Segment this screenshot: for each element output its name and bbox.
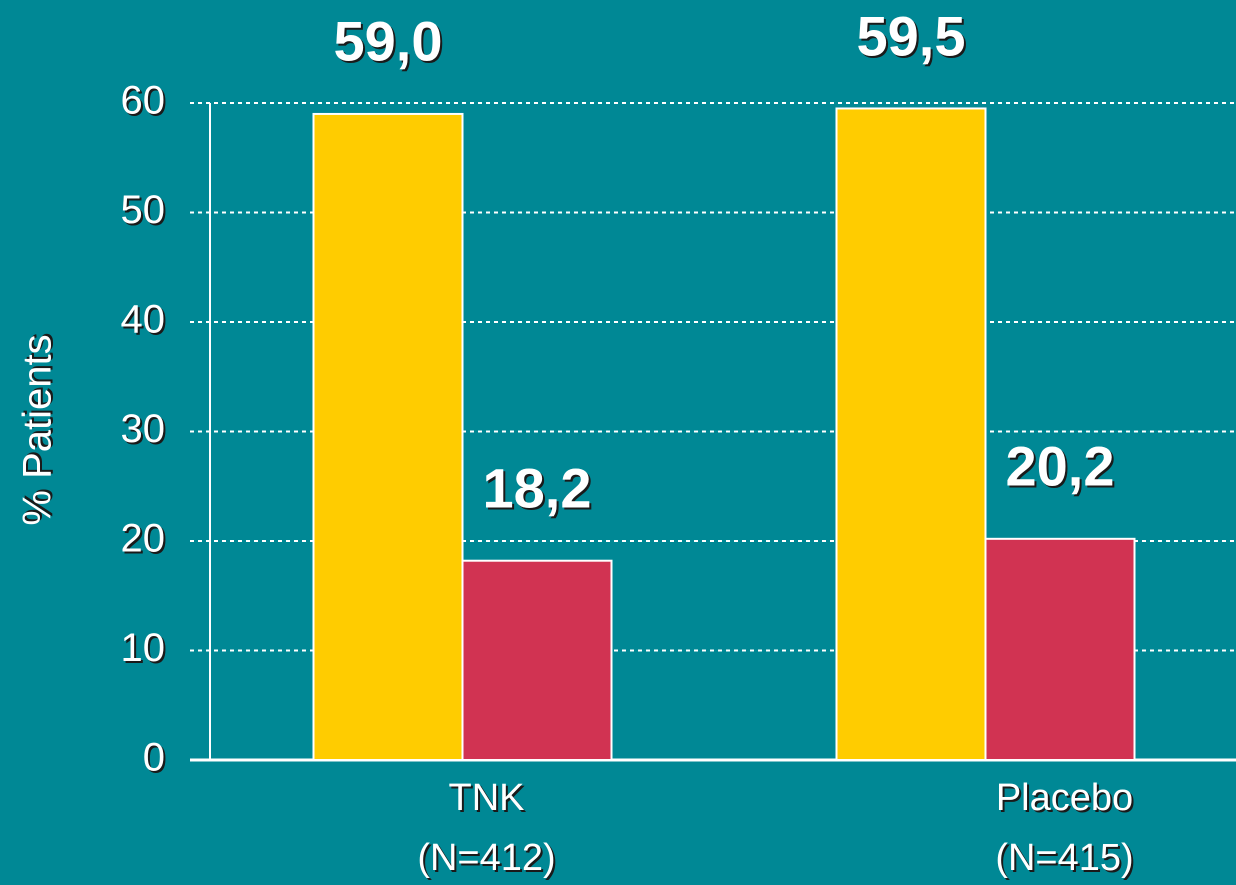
y-tick-label: 30 xyxy=(121,407,166,451)
data-label: 18,2 xyxy=(483,457,592,520)
y-tick-label: 50 xyxy=(121,188,166,232)
x-tick-label: (N=415) xyxy=(995,837,1133,879)
x-tick-label: Placebo xyxy=(996,777,1133,819)
y-tick-label: 20 xyxy=(121,517,166,561)
y-tick-label: 10 xyxy=(121,626,166,670)
data-label: 59,0 xyxy=(334,10,443,73)
y-tick-label: 0 xyxy=(143,736,165,780)
y-tick-label: 40 xyxy=(121,298,166,342)
data-label: 20,2 xyxy=(1006,435,1115,498)
bar xyxy=(835,107,987,762)
x-tick-label: TNK xyxy=(449,777,525,819)
y-axis-title: % Patients xyxy=(16,334,60,525)
x-tick-label: (N=412) xyxy=(417,837,555,879)
y-tick-label: 60 xyxy=(121,79,166,123)
data-label: 59,5 xyxy=(857,4,966,67)
bar xyxy=(312,112,464,761)
bar xyxy=(461,559,613,762)
bar xyxy=(984,537,1136,761)
